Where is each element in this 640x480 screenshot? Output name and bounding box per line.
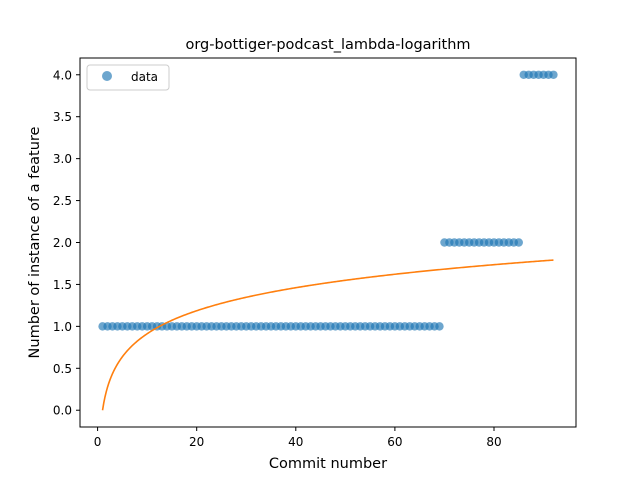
legend-marker-data: [102, 71, 112, 81]
y-tick-label: 2.5: [53, 194, 72, 208]
legend-label-data: data: [131, 70, 158, 84]
y-tick-label: 0.5: [53, 362, 72, 376]
data-point: [549, 70, 558, 79]
y-tick-label: 1.0: [53, 320, 72, 334]
x-tick-label: 60: [387, 435, 402, 449]
legend: data: [86, 64, 170, 91]
x-tick-label: 80: [486, 435, 501, 449]
chart-title: org-bottiger-podcast_lambda-logarithm: [185, 37, 470, 53]
fit-line: [101, 259, 554, 411]
y-tick-label: 0.0: [53, 404, 72, 418]
y-tick-label: 2.0: [53, 236, 72, 250]
x-tick-label: 40: [288, 435, 303, 449]
y-tick-label: 1.5: [53, 278, 72, 292]
y-tick-label: 3.0: [53, 152, 72, 166]
x-tick-label: 20: [189, 435, 204, 449]
y-tick-label: 3.5: [53, 110, 72, 124]
y-tick-label: 4.0: [53, 68, 72, 82]
data-point: [514, 238, 523, 247]
y-ticks: 0.0 0.5 1.0 1.5 2.0 2.5 3.0 3.5 4.0: [53, 68, 80, 418]
data-point: [435, 322, 444, 331]
plot-area: [98, 70, 558, 411]
x-axis-label: Commit number: [269, 456, 387, 472]
y-axis-label: Number of instance of a feature: [27, 126, 43, 358]
x-ticks: 0 20 40 60 80: [94, 427, 502, 449]
x-tick-label: 0: [94, 435, 102, 449]
